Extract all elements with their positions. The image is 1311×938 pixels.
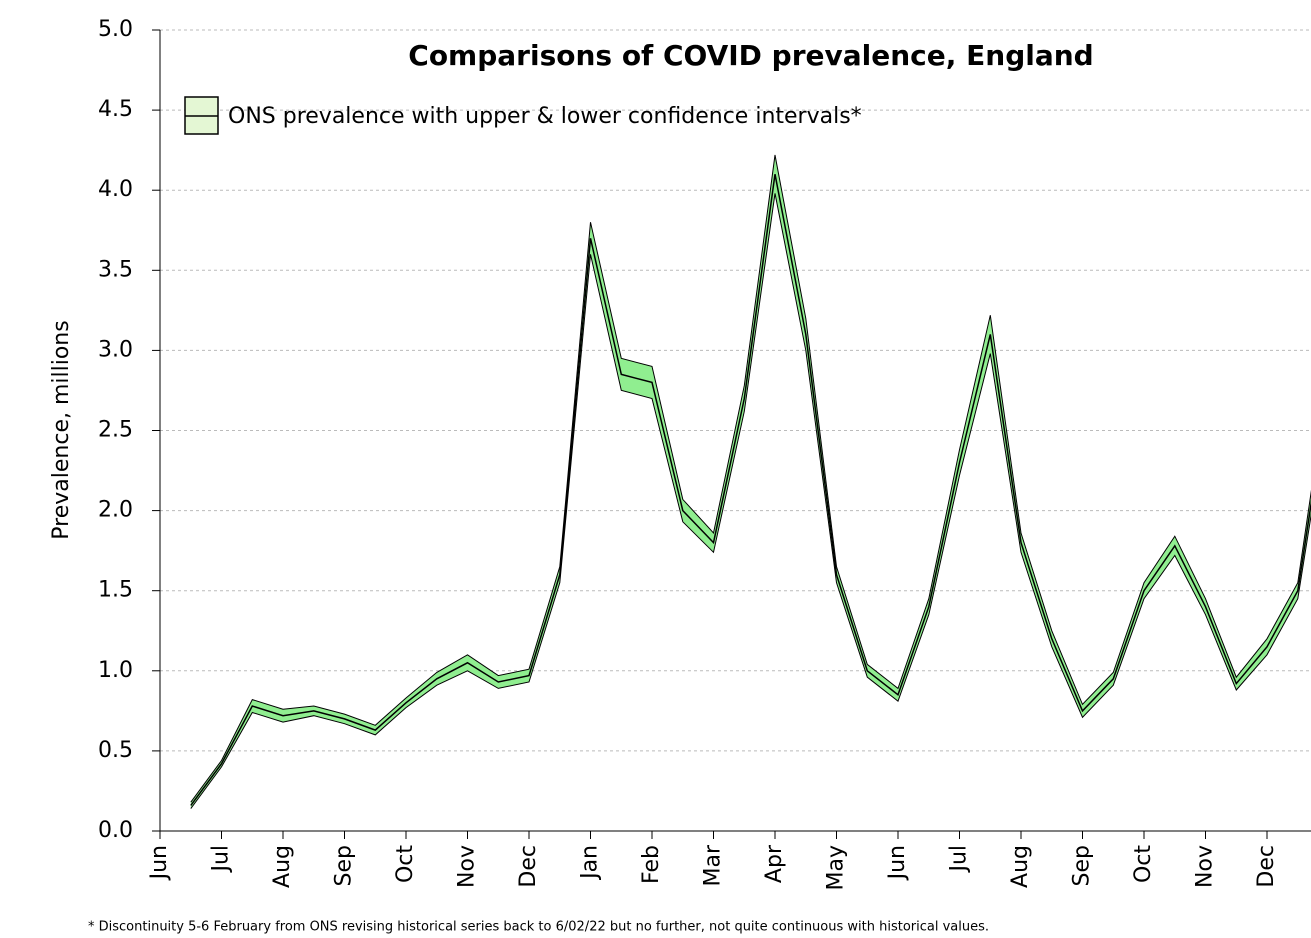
- x-tick-label: Jun: [147, 845, 172, 881]
- x-tick-label: Feb: [639, 845, 664, 884]
- y-tick-label: 2.5: [98, 418, 133, 443]
- x-tick-label: Sep: [1070, 845, 1095, 886]
- x-tick-label: Nov: [1193, 845, 1218, 888]
- y-tick-label: 3.0: [98, 337, 133, 362]
- y-tick-label: 1.0: [98, 658, 133, 683]
- x-tick-label: Jul: [947, 845, 972, 874]
- y-tick-label: 0.5: [98, 738, 133, 763]
- x-tick-label: Aug: [270, 845, 295, 888]
- x-tick-label: Jul: [209, 845, 234, 874]
- central-line: [190, 174, 1311, 806]
- y-tick-label: 2.0: [98, 498, 133, 523]
- y-tick-label: 1.5: [98, 578, 133, 603]
- x-tick-label: Oct: [1131, 845, 1156, 883]
- x-tick-label: Dec: [1254, 845, 1279, 888]
- y-tick-label: 4.0: [98, 177, 133, 202]
- legend-label: ONS prevalence with upper & lower confid…: [228, 104, 862, 129]
- y-tick-label: 3.5: [98, 257, 133, 282]
- x-tick-label: May: [824, 845, 849, 890]
- x-tick-label: Oct: [393, 845, 418, 883]
- y-tick-label: 0.0: [98, 818, 133, 843]
- x-tick-label: Nov: [455, 845, 480, 888]
- y-tick-label: 5.0: [98, 17, 133, 42]
- x-tick-label: Dec: [516, 845, 541, 888]
- upper-line: [190, 154, 1311, 803]
- x-tick-label: Apr: [762, 844, 787, 883]
- lower-line: [190, 193, 1311, 809]
- x-tick-label: Jun: [885, 845, 910, 881]
- x-tick-label: Sep: [332, 845, 357, 886]
- chart-title: Comparisons of COVID prevalence, England: [408, 39, 1093, 72]
- footnote: * Discontinuity 5-6 February from ONS re…: [88, 920, 989, 935]
- x-tick-label: Aug: [1008, 845, 1033, 888]
- y-axis-title: Prevalence, millions: [49, 320, 74, 539]
- y-tick-label: 4.5: [98, 97, 133, 122]
- x-tick-label: Jan: [578, 845, 603, 881]
- confidence-band: [190, 155, 1311, 809]
- x-tick-label: Mar: [701, 844, 726, 886]
